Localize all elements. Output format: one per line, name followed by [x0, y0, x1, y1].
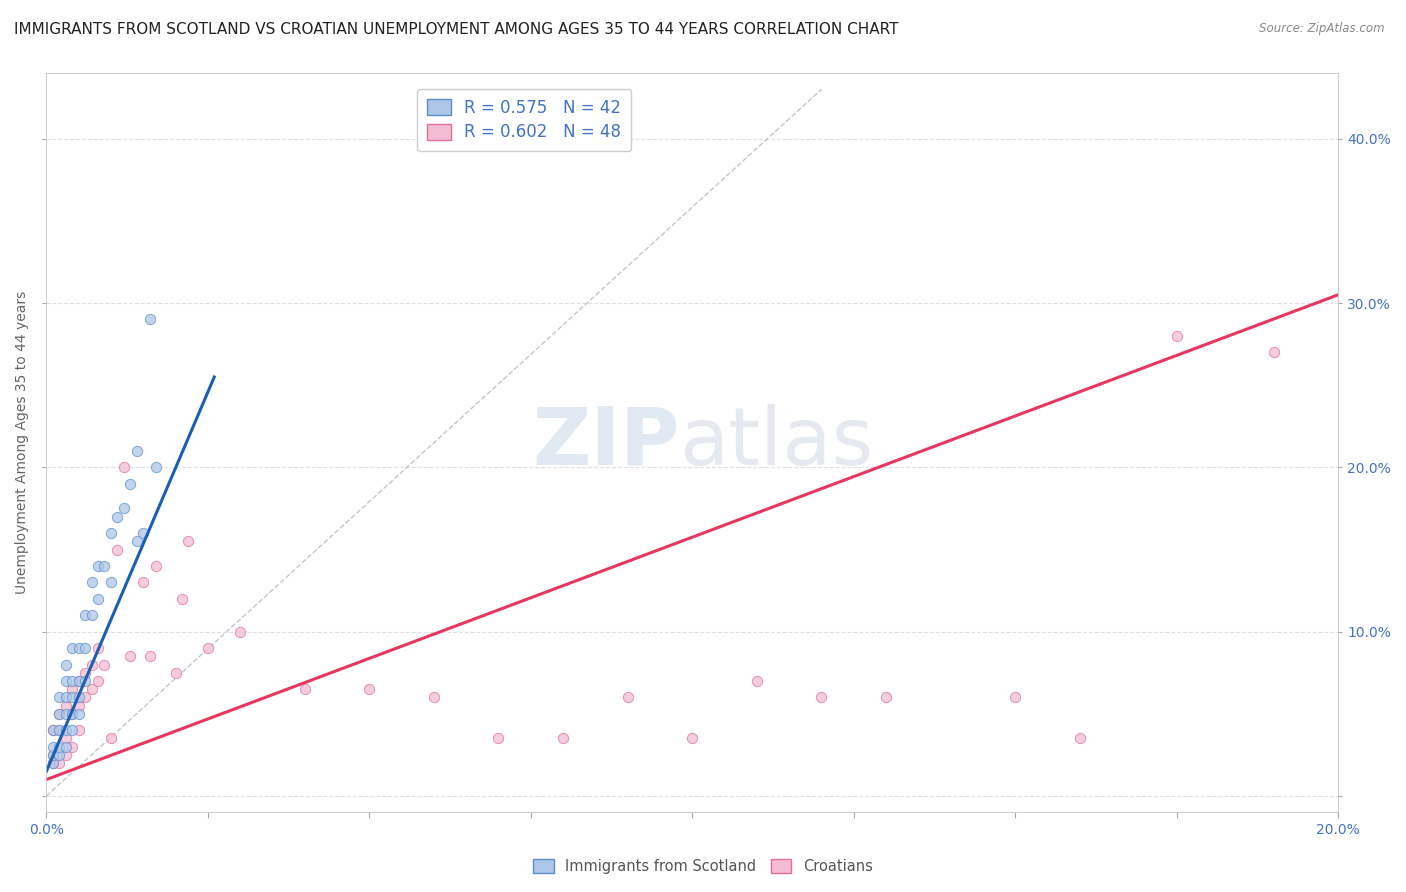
Point	[359, 682, 381, 697]
Point	[55, 739, 77, 754]
Point	[120, 649, 142, 664]
Point	[60, 673, 83, 688]
Point	[55, 657, 77, 672]
Point	[60, 723, 83, 738]
Text: Source: ZipAtlas.com: Source: ZipAtlas.com	[1260, 22, 1385, 36]
Point	[55, 690, 77, 705]
Point	[80, 657, 103, 672]
Point	[616, 690, 638, 705]
Point	[125, 444, 148, 458]
Point	[197, 641, 219, 656]
Point	[745, 673, 768, 688]
Point	[423, 690, 446, 705]
Point	[87, 641, 110, 656]
Point	[93, 657, 115, 672]
Point	[875, 690, 897, 705]
Point	[48, 706, 70, 721]
Point	[42, 756, 65, 771]
Text: atlas: atlas	[679, 404, 873, 482]
Point	[42, 756, 65, 771]
Point	[138, 649, 160, 664]
Point	[42, 747, 65, 762]
Point	[810, 690, 832, 705]
Point	[100, 526, 122, 541]
Point	[67, 723, 90, 738]
Point	[75, 690, 97, 705]
Point	[48, 739, 70, 754]
Point	[107, 542, 129, 557]
Point	[67, 673, 90, 688]
Point	[55, 747, 77, 762]
Point	[48, 747, 70, 762]
Point	[42, 739, 65, 754]
Point	[1069, 731, 1091, 746]
Point	[60, 682, 83, 697]
Point	[55, 723, 77, 738]
Point	[75, 608, 97, 623]
Point	[1263, 345, 1285, 359]
Point	[48, 723, 70, 738]
Point	[80, 608, 103, 623]
Point	[100, 575, 122, 590]
Point	[112, 501, 135, 516]
Point	[125, 534, 148, 549]
Point	[1004, 690, 1026, 705]
Point	[42, 723, 65, 738]
Point	[80, 682, 103, 697]
Point	[55, 673, 77, 688]
Legend: Immigrants from Scotland, Croatians: Immigrants from Scotland, Croatians	[527, 854, 879, 880]
Point	[138, 312, 160, 326]
Point	[112, 460, 135, 475]
Point	[48, 690, 70, 705]
Point	[67, 641, 90, 656]
Point	[80, 575, 103, 590]
Point	[55, 706, 77, 721]
Point	[67, 698, 90, 713]
Point	[551, 731, 574, 746]
Point	[100, 731, 122, 746]
Point	[177, 534, 200, 549]
Point	[107, 509, 129, 524]
Point	[55, 698, 77, 713]
Legend: R = 0.575   N = 42, R = 0.602   N = 48: R = 0.575 N = 42, R = 0.602 N = 48	[418, 88, 631, 152]
Point	[145, 558, 167, 573]
Point	[132, 526, 155, 541]
Point	[120, 476, 142, 491]
Point	[48, 756, 70, 771]
Point	[67, 706, 90, 721]
Point	[55, 731, 77, 746]
Y-axis label: Unemployment Among Ages 35 to 44 years: Unemployment Among Ages 35 to 44 years	[15, 291, 30, 594]
Point	[93, 558, 115, 573]
Point	[60, 690, 83, 705]
Point	[75, 641, 97, 656]
Text: ZIP: ZIP	[531, 404, 679, 482]
Point	[145, 460, 167, 475]
Point	[75, 673, 97, 688]
Point	[165, 665, 187, 680]
Point	[60, 706, 83, 721]
Point	[229, 624, 252, 639]
Point	[67, 673, 90, 688]
Point	[488, 731, 510, 746]
Point	[87, 591, 110, 606]
Point	[48, 723, 70, 738]
Point	[60, 706, 83, 721]
Point	[60, 739, 83, 754]
Point	[681, 731, 703, 746]
Point	[48, 706, 70, 721]
Point	[42, 723, 65, 738]
Point	[132, 575, 155, 590]
Point	[87, 673, 110, 688]
Point	[1166, 329, 1188, 343]
Point	[42, 747, 65, 762]
Point	[170, 591, 193, 606]
Point	[60, 641, 83, 656]
Point	[294, 682, 316, 697]
Point	[87, 558, 110, 573]
Text: IMMIGRANTS FROM SCOTLAND VS CROATIAN UNEMPLOYMENT AMONG AGES 35 TO 44 YEARS CORR: IMMIGRANTS FROM SCOTLAND VS CROATIAN UNE…	[14, 22, 898, 37]
Point	[75, 665, 97, 680]
Point	[67, 690, 90, 705]
